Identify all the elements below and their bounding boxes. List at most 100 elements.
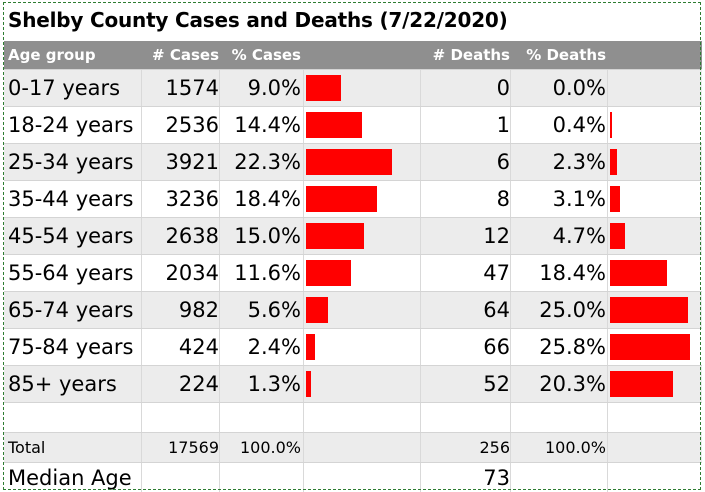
header-row: Age group # Cases % Cases # Deaths % Dea…	[4, 41, 702, 69]
deaths-cell[interactable]: 0	[496, 76, 510, 100]
age-group-cell[interactable]: 55-64 years	[8, 261, 134, 285]
cases-cell[interactable]: 224	[178, 372, 219, 396]
deaths-pct-bar	[610, 149, 618, 175]
age-group-cell[interactable]: 18-24 years	[8, 113, 134, 137]
cases-cell[interactable]: 424	[178, 335, 219, 359]
deaths-cell[interactable]: 8	[496, 187, 510, 211]
pct-deaths-cell[interactable]: 0.0%	[552, 76, 606, 100]
deaths-cell[interactable]: 6	[496, 150, 510, 174]
pct-cases-cell[interactable]: 14.4%	[234, 113, 301, 137]
row-gridline	[4, 291, 702, 292]
row-gridline	[4, 462, 702, 463]
age-group-cell[interactable]: 0-17 years	[8, 76, 121, 100]
column-gridline	[219, 69, 220, 492]
row-gridline	[4, 402, 702, 403]
header-pct-deaths[interactable]: % Deaths	[526, 46, 606, 64]
age-group-cell[interactable]: 85+ years	[8, 372, 117, 396]
pct-cases-cell[interactable]: 18.4%	[234, 187, 301, 211]
table-row: 75-84 years 424 2.4% 66 25.8%	[4, 329, 702, 365]
column-gridline	[607, 69, 608, 492]
deaths-pct-bar	[610, 371, 673, 397]
pct-cases-cell[interactable]: 9.0%	[247, 76, 301, 100]
cases-pct-bar	[306, 149, 392, 175]
total-label[interactable]: Total	[8, 437, 46, 457]
pct-deaths-cell[interactable]: 2.3%	[552, 150, 606, 174]
pct-deaths-cell[interactable]: 4.7%	[552, 224, 606, 248]
age-group-cell[interactable]: 45-54 years	[8, 224, 134, 248]
pct-deaths-cell[interactable]: 0.4%	[552, 113, 606, 137]
cases-pct-bar	[306, 334, 316, 360]
header-pct-cases[interactable]: % Cases	[231, 46, 301, 64]
cases-pct-bar	[306, 75, 341, 101]
deaths-pct-bar	[610, 186, 620, 212]
table-row: 0-17 years 1574 9.0% 0 0.0%	[4, 70, 702, 106]
header-cases[interactable]: # Cases	[152, 46, 219, 64]
table-row: 25-34 years 3921 22.3% 6 2.3%	[4, 144, 702, 180]
pct-cases-cell[interactable]: 1.3%	[247, 372, 301, 396]
pct-cases-cell[interactable]: 15.0%	[234, 224, 301, 248]
deaths-pct-bar	[610, 260, 668, 286]
cases-cell[interactable]: 982	[178, 298, 219, 322]
pct-deaths-cell[interactable]: 3.1%	[552, 187, 606, 211]
pct-cases-cell[interactable]: 11.6%	[234, 261, 301, 285]
header-deaths[interactable]: # Deaths	[432, 46, 510, 64]
total-cases[interactable]: 17569	[168, 437, 219, 457]
pct-cases-cell[interactable]: 5.6%	[247, 298, 301, 322]
pct-deaths-cell[interactable]: 25.8%	[539, 335, 606, 359]
table-row: 45-54 years 2638 15.0% 12 4.7%	[4, 218, 702, 254]
deaths-pct-bar	[610, 297, 688, 323]
pct-deaths-cell[interactable]: 25.0%	[539, 298, 606, 322]
median-deaths[interactable]: 73	[483, 465, 510, 490]
deaths-cell[interactable]: 66	[483, 335, 510, 359]
cases-cell[interactable]: 3921	[165, 150, 219, 174]
cases-pct-bar	[306, 223, 364, 249]
deaths-cell[interactable]: 12	[483, 224, 510, 248]
deaths-cell[interactable]: 52	[483, 372, 510, 396]
total-pct-cases[interactable]: 100.0%	[239, 437, 301, 457]
column-gridline	[141, 69, 142, 492]
total-pct-deaths[interactable]: 100.0%	[544, 437, 606, 457]
deaths-cell[interactable]: 47	[483, 261, 510, 285]
title-row: Shelby County Cases and Deaths (7/22/202…	[4, 3, 702, 41]
table-row: 18-24 years 2536 14.4% 1 0.4%	[4, 107, 702, 143]
age-group-cell[interactable]: 35-44 years	[8, 187, 134, 211]
cases-cell[interactable]: 2536	[165, 113, 219, 137]
cases-pct-bar	[306, 260, 351, 286]
deaths-cell[interactable]: 1	[496, 113, 510, 137]
column-gridline	[303, 69, 304, 492]
deaths-cell[interactable]: 64	[483, 298, 510, 322]
table-row: 55-64 years 2034 11.6% 47 18.4%	[4, 255, 702, 291]
deaths-pct-bar	[610, 334, 690, 360]
cases-pct-bar	[306, 186, 377, 212]
cases-cell[interactable]: 2638	[165, 224, 219, 248]
pct-deaths-cell[interactable]: 20.3%	[539, 372, 606, 396]
deaths-pct-bar	[610, 112, 612, 138]
row-gridline	[4, 143, 702, 144]
pct-deaths-cell[interactable]: 18.4%	[539, 261, 606, 285]
total-deaths[interactable]: 256	[479, 437, 510, 457]
pct-cases-cell[interactable]: 22.3%	[234, 150, 301, 174]
row-gridline	[4, 180, 702, 181]
row-gridline	[4, 328, 702, 329]
cases-cell[interactable]: 3236	[165, 187, 219, 211]
row-gridline	[4, 254, 702, 255]
sheet-title: Shelby County Cases and Deaths (7/22/202…	[8, 8, 508, 32]
age-group-cell[interactable]: 25-34 years	[8, 150, 134, 174]
cases-cell[interactable]: 2034	[165, 261, 219, 285]
age-group-cell[interactable]: 65-74 years	[8, 298, 134, 322]
deaths-pct-bar	[610, 223, 625, 249]
table-row: 65-74 years 982 5.6% 64 25.0%	[4, 292, 702, 328]
cases-pct-bar	[306, 297, 328, 323]
age-group-cell[interactable]: 75-84 years	[8, 335, 134, 359]
column-gridline	[510, 69, 511, 492]
median-row: Median Age 73	[4, 463, 702, 492]
pct-cases-cell[interactable]: 2.4%	[247, 335, 301, 359]
cases-cell[interactable]: 1574	[165, 76, 219, 100]
cases-pct-bar	[306, 112, 362, 138]
cases-pct-bar	[306, 371, 311, 397]
column-gridline	[420, 69, 421, 492]
row-gridline	[4, 106, 702, 107]
header-age-group[interactable]: Age group	[8, 46, 96, 64]
row-gridline	[4, 69, 702, 70]
median-label[interactable]: Median Age	[8, 465, 132, 490]
